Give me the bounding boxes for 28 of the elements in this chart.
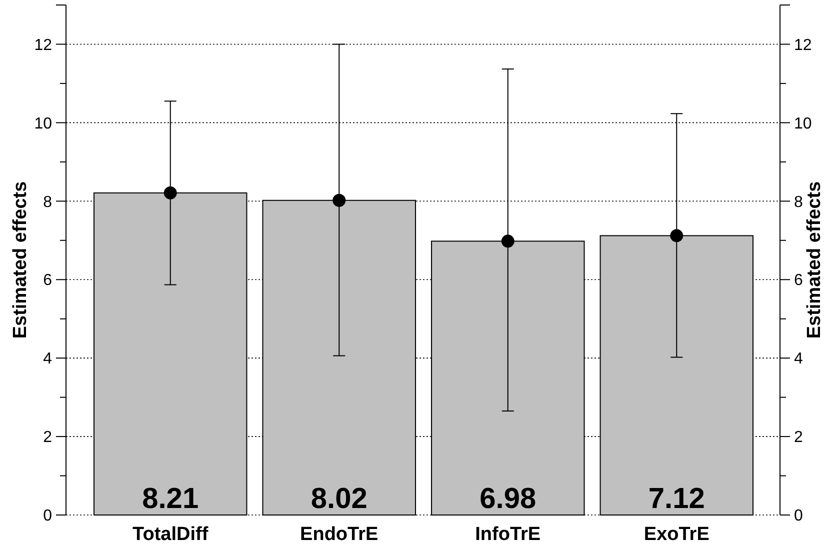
y-tick-label: 2 xyxy=(43,429,52,446)
y-tick-label: 8 xyxy=(43,194,52,211)
y2-tick-label: 8 xyxy=(794,194,803,211)
y2-axis-title: Estimated effects xyxy=(804,181,825,339)
x-tick-label: TotalDiff xyxy=(132,524,209,545)
data-label: 7.12 xyxy=(648,483,705,515)
y-tick-label: 6 xyxy=(43,272,52,290)
data-label: 8.21 xyxy=(142,483,199,515)
y2-tick-label: 2 xyxy=(794,429,803,446)
y-tick-label: 10 xyxy=(34,115,52,132)
y2-tick-label: 6 xyxy=(794,272,803,290)
y-tick-label: 0 xyxy=(43,508,52,525)
data-label: 6.98 xyxy=(480,483,536,515)
point xyxy=(164,186,177,200)
y2-tick-label: 4 xyxy=(794,350,803,368)
point xyxy=(670,229,684,242)
x-tick-label: EndoTrE xyxy=(300,524,378,545)
x-tick-label: ExoTrE xyxy=(644,524,710,545)
point xyxy=(501,234,514,248)
y2-tick-label: 10 xyxy=(794,115,812,132)
y-tick-label: 12 xyxy=(34,36,52,54)
y-axis-title: Estimated effects xyxy=(10,181,31,339)
y-tick-label: 4 xyxy=(43,350,52,368)
data-label: 8.02 xyxy=(310,483,368,515)
point xyxy=(332,194,346,207)
x-tick-label: InfoTrE xyxy=(475,524,541,545)
y2-tick-label: 12 xyxy=(794,36,812,54)
y2-tick-label: 0 xyxy=(794,508,803,525)
